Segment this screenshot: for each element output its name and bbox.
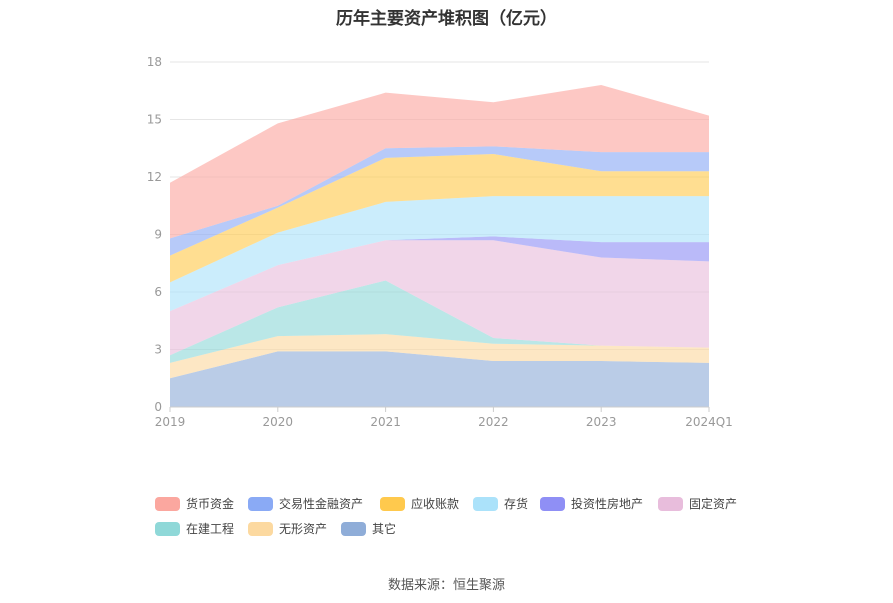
legend-swatch	[155, 521, 180, 536]
x-tick-label: 2022	[478, 415, 509, 429]
area-series	[170, 154, 709, 283]
legend-label: 在建工程	[186, 522, 235, 536]
area-series	[170, 334, 709, 379]
legend-label: 固定资产	[689, 497, 738, 511]
legend-item[interactable]: 货币资金	[155, 495, 234, 512]
legend-swatch	[248, 521, 273, 536]
legend-label: 无形资产	[279, 522, 328, 536]
legend-swatch	[658, 496, 683, 511]
legend-label: 投资性房地产	[571, 497, 644, 511]
legend-item[interactable]: 应收账款	[380, 495, 459, 512]
legend-label: 应收账款	[411, 497, 460, 511]
area-series	[170, 280, 709, 363]
legend-swatch	[248, 496, 273, 511]
y-tick-label: 0	[154, 400, 162, 414]
y-tick-label: 18	[147, 55, 162, 69]
legend-swatch	[380, 496, 405, 511]
chart-title: 历年主要资产堆积图（亿元）	[336, 9, 557, 29]
x-tick-label: 2020	[263, 415, 294, 429]
legend-label: 交易性金融资产	[279, 497, 364, 511]
y-tick-label: 3	[154, 343, 162, 357]
x-tick-label: 2021	[370, 415, 401, 429]
y-tick-label: 6	[154, 285, 162, 299]
area-series	[170, 351, 709, 407]
legend-item[interactable]: 投资性房地产	[540, 495, 643, 512]
x-tick-label: 2019	[155, 415, 186, 429]
legend-item[interactable]: 其它	[341, 520, 396, 537]
legend-item[interactable]: 固定资产	[658, 495, 737, 512]
legend-item[interactable]: 在建工程	[155, 520, 234, 537]
legend-swatch	[155, 496, 180, 511]
legend-swatch	[473, 496, 498, 511]
legend-swatch	[341, 521, 366, 536]
legend-label: 货币资金	[186, 497, 235, 511]
area-series	[170, 85, 709, 239]
area-series	[170, 236, 709, 312]
area-series	[170, 146, 709, 256]
area-series	[170, 240, 709, 356]
source-note: 数据来源：恒生聚源	[387, 578, 505, 593]
x-tick-label: 2024Q1	[685, 415, 733, 429]
area-layer	[170, 85, 709, 407]
y-tick-label: 9	[154, 228, 162, 242]
area-series	[170, 196, 709, 312]
legend-item[interactable]: 存货	[473, 495, 528, 512]
legend-item[interactable]: 无形资产	[248, 520, 327, 537]
legend-label: 其它	[372, 522, 397, 536]
x-tick-label: 2023	[586, 415, 617, 429]
legend-label: 存货	[504, 497, 529, 511]
legend-item[interactable]: 交易性金融资产	[248, 495, 363, 512]
legend-swatch	[540, 496, 565, 511]
axis-layer: 0 3 6 9 12 15 18 2019 2020 2021 2022 2023 2024Q1	[147, 55, 733, 429]
y-tick-label: 15	[147, 113, 162, 127]
y-tick-label: 12	[147, 170, 162, 184]
